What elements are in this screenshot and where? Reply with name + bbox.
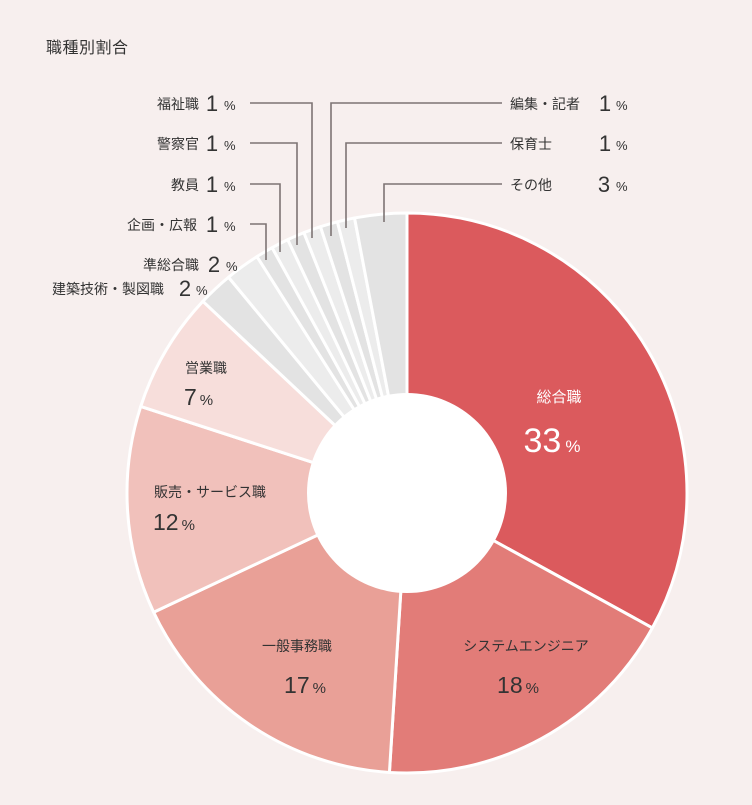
svg-text:3: 3	[598, 172, 610, 197]
label-name: 保育士	[510, 137, 552, 153]
label-unit: %	[224, 219, 236, 234]
label-value: 18	[497, 672, 523, 698]
label-unit: %	[616, 138, 628, 153]
label-eigyo: 営業職 7%	[184, 361, 227, 410]
label-value: 33	[524, 422, 562, 460]
label-kikaku: 企画・広報 1 %	[127, 212, 236, 237]
svg-text:7%: 7%	[184, 384, 213, 410]
label-name: システムエンジニア	[463, 639, 589, 655]
label-name: 総合職	[536, 388, 581, 406]
leader-lines	[250, 102, 502, 260]
label-jimu: 一般事務職 17%	[262, 639, 332, 698]
label-sougou: 総合職 33%	[524, 388, 582, 460]
label-unit: %	[196, 283, 208, 298]
label-kenchiku: 建築技術・製図職 2 %	[52, 276, 208, 301]
label-value: 7	[184, 384, 197, 410]
label-name: 建築技術・製図職	[52, 282, 164, 298]
label-unit: %	[226, 259, 238, 274]
label-henshu: 編集・記者 1 %	[510, 91, 628, 116]
label-name: その他	[510, 178, 552, 194]
leader-line-kikaku	[250, 223, 267, 260]
svg-text:1: 1	[599, 131, 611, 156]
donut-hole	[307, 393, 507, 593]
svg-text:1: 1	[206, 172, 218, 197]
svg-text:1: 1	[599, 91, 611, 116]
label-kyoin: 教員 1 %	[171, 172, 236, 197]
svg-text:1: 1	[206, 212, 218, 237]
label-value: 1	[206, 212, 218, 237]
label-value: 12	[153, 509, 179, 535]
label-unit: %	[565, 437, 580, 456]
leader-line-henshu	[330, 102, 502, 236]
chart-title: 職種別割合	[46, 38, 129, 57]
label-unit: %	[313, 680, 326, 697]
leader-line-hoiku	[345, 142, 502, 228]
svg-text:12%: 12%	[153, 509, 195, 535]
label-name: 営業職	[185, 361, 227, 377]
label-fukushi: 福祉職 1 %	[157, 91, 236, 116]
label-name: 教員	[171, 178, 199, 194]
label-unit: %	[616, 98, 628, 113]
label-value: 1	[599, 131, 611, 156]
label-name: 編集・記者	[510, 96, 580, 113]
leader-line-sonota	[383, 183, 502, 222]
label-value: 1	[206, 91, 218, 116]
leader-line-kyoin	[250, 183, 281, 252]
leader-line-keisatsu	[250, 142, 298, 245]
label-junsougou: 準総合職 2 %	[143, 252, 238, 277]
svg-text:1: 1	[206, 91, 218, 116]
label-name: 一般事務職	[262, 639, 332, 655]
label-value: 17	[284, 672, 310, 698]
svg-text:2: 2	[179, 276, 191, 301]
label-name: 準総合職	[143, 258, 199, 274]
label-value: 2	[179, 276, 191, 301]
label-name: 企画・広報	[127, 217, 197, 234]
label-hoiku: 保育士 1 %	[510, 131, 628, 156]
label-unit: %	[224, 98, 236, 113]
label-sonota: その他 3 %	[510, 172, 628, 197]
label-se: システムエンジニア 18%	[463, 639, 589, 698]
label-name: 警察官	[157, 136, 199, 153]
label-value: 1	[599, 91, 611, 116]
svg-text:2: 2	[208, 252, 220, 277]
slice-4	[125, 404, 409, 614]
label-unit: %	[182, 517, 195, 534]
label-unit: %	[224, 179, 236, 194]
svg-text:18%: 18%	[497, 672, 539, 698]
svg-text:33%: 33%	[524, 422, 581, 460]
label-value: 1	[206, 172, 218, 197]
svg-text:17%: 17%	[284, 672, 326, 698]
label-keisatsu: 警察官 1 %	[157, 131, 236, 156]
leader-line-fukushi	[250, 102, 313, 238]
label-value: 2	[208, 252, 220, 277]
label-unit: %	[526, 680, 539, 697]
label-unit: %	[616, 179, 628, 194]
svg-text:1: 1	[206, 131, 218, 156]
label-unit: %	[224, 138, 236, 153]
label-hanbai: 販売・サービス職 12%	[153, 485, 266, 535]
label-value: 1	[206, 131, 218, 156]
label-value: 3	[598, 172, 610, 197]
label-name: 販売・サービス職	[154, 485, 266, 501]
label-name: 福祉職	[157, 97, 199, 113]
label-unit: %	[200, 392, 213, 409]
